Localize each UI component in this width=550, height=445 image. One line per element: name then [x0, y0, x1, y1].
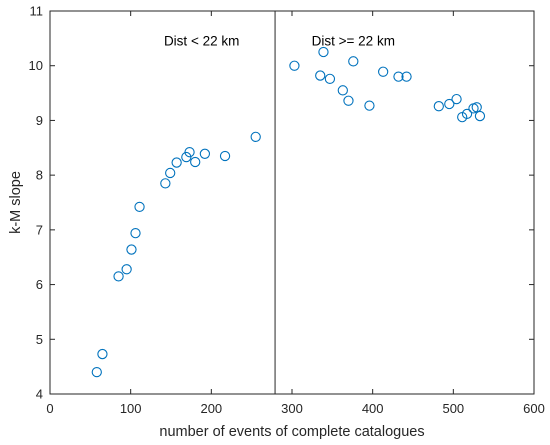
data-point [190, 156, 201, 168]
data-point [289, 60, 300, 71]
data-point [250, 131, 261, 142]
data-point [97, 348, 108, 360]
data-point [471, 102, 482, 113]
data-point [324, 73, 336, 84]
data-point [318, 46, 329, 58]
data-point [364, 100, 375, 111]
tick-labels: 0 100 200 300 400 500 600 4 5 6 7 8 9 10 11 [29, 4, 545, 417]
x-tick-label: 300 [281, 401, 303, 416]
x-tick-label: 400 [362, 401, 384, 416]
axes [49, 10, 535, 395]
annotation-left: Dist < 22 km [164, 34, 239, 49]
data-point [113, 271, 124, 282]
data-point [393, 71, 404, 82]
y-tick-label: 9 [36, 113, 43, 128]
y-tick-label: 7 [36, 222, 43, 237]
x-tick-label: 200 [200, 401, 222, 416]
data-point [433, 101, 444, 112]
data-point [219, 150, 231, 162]
data-point [165, 167, 176, 179]
data-point [126, 244, 137, 255]
y-tick-label: 11 [30, 4, 44, 19]
data-point [444, 98, 455, 110]
y-tick-label: 5 [36, 332, 43, 347]
x-tick-label: 0 [46, 401, 53, 416]
y-tick-label: 10 [29, 58, 43, 73]
data-point [337, 85, 348, 96]
data-point [348, 56, 359, 67]
data-point [121, 264, 132, 275]
data-point [160, 178, 171, 189]
data-point [134, 201, 145, 213]
data-point [461, 108, 473, 120]
data-points [91, 46, 486, 378]
y-tick-label: 6 [36, 277, 43, 292]
y-tick-label: 4 [36, 387, 43, 402]
data-point [91, 366, 102, 378]
y-axis-title: k-M slope [8, 171, 24, 234]
data-point [474, 110, 486, 122]
data-point [343, 95, 354, 106]
data-point [401, 71, 412, 82]
x-tick-label: 600 [523, 401, 545, 416]
x-tick-label: 100 [120, 401, 142, 416]
data-point [315, 70, 326, 81]
data-point [199, 148, 211, 159]
plot-area [50, 11, 534, 394]
y-tick-label: 8 [36, 168, 43, 183]
x-axis-title: number of events of complete catalogues [159, 424, 424, 440]
x-tick-label: 500 [442, 401, 464, 416]
data-point [451, 93, 462, 105]
annotations: Dist < 22 km Dist >= 22 km [164, 34, 395, 49]
data-point [378, 66, 389, 77]
data-point [130, 227, 141, 239]
data-point [171, 157, 182, 168]
annotation-right: Dist >= 22 km [312, 34, 395, 49]
data-point [184, 147, 195, 158]
